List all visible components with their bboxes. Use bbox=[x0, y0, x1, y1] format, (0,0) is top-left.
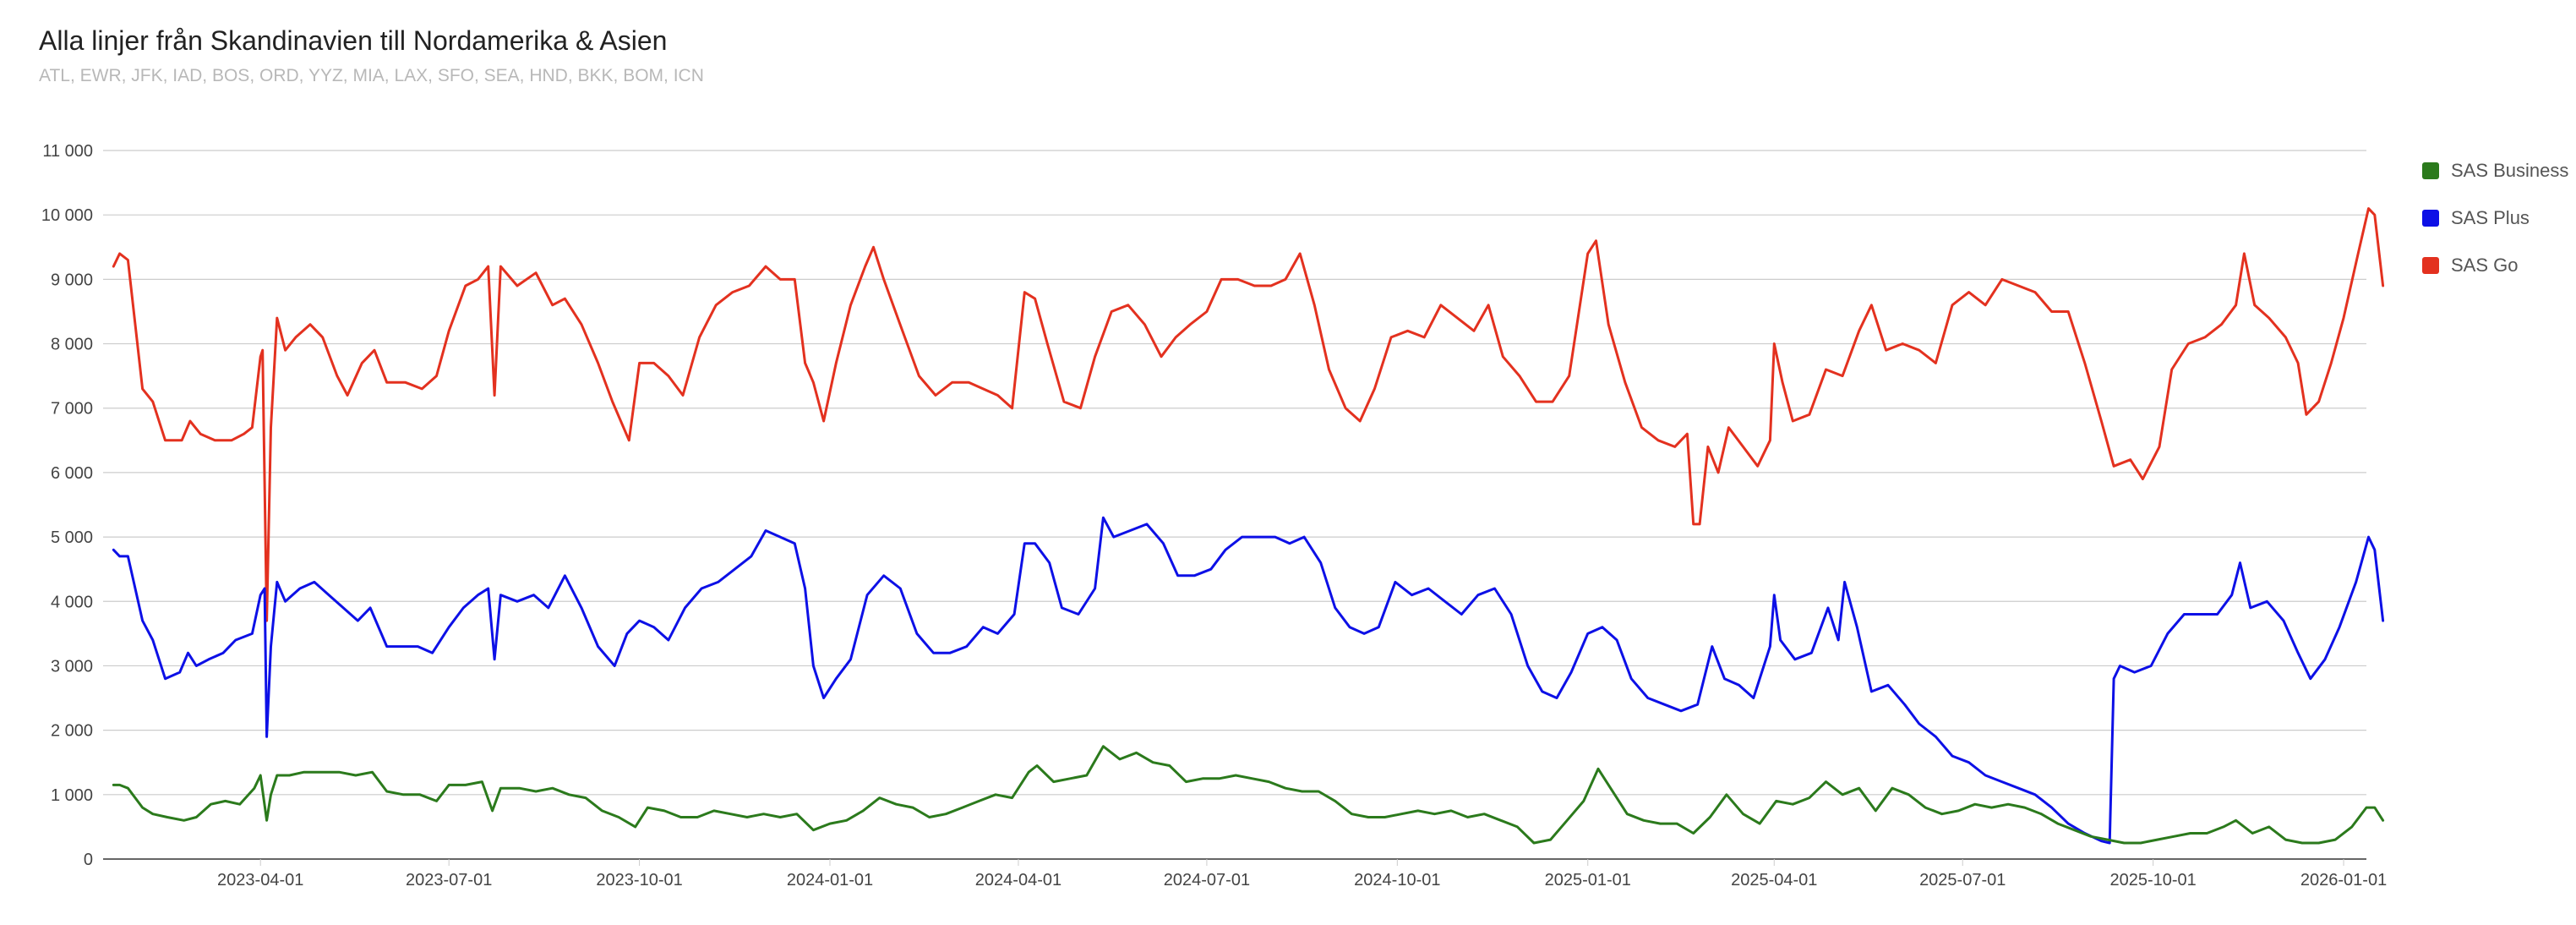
x-tick-label: 2025-01-01 bbox=[1545, 871, 1631, 889]
y-tick-label: 1 000 bbox=[51, 786, 93, 805]
legend-swatch-sas-go bbox=[2422, 257, 2439, 274]
chart-legend: SAS Business SAS Plus SAS Go bbox=[2422, 147, 2568, 289]
y-tick-label: 5 000 bbox=[51, 528, 93, 547]
y-tick-label: 9 000 bbox=[51, 271, 93, 289]
x-tick-label: 2024-04-01 bbox=[975, 871, 1062, 889]
chart-subtitle: ATL, EWR, JFK, IAD, BOS, ORD, YYZ, MIA, … bbox=[39, 66, 704, 85]
y-tick-label: 4 000 bbox=[51, 593, 93, 611]
x-tick-label: 2024-10-01 bbox=[1354, 871, 1440, 889]
legend-swatch-sas-plus bbox=[2422, 210, 2439, 227]
y-tick-label: 2 000 bbox=[51, 722, 93, 741]
legend-label-sas-business: SAS Business bbox=[2451, 160, 2569, 181]
chart-title: Alla linjer från Skandinavien till Norda… bbox=[39, 25, 668, 56]
legend-item-sas-plus[interactable]: SAS Plus bbox=[2422, 194, 2568, 242]
series-line-sas-go bbox=[112, 207, 2385, 622]
y-tick-label: 0 bbox=[84, 851, 93, 869]
x-tick-label: 2025-07-01 bbox=[1919, 871, 2006, 889]
legend-label-sas-go: SAS Go bbox=[2451, 255, 2519, 276]
legend-swatch-sas-business bbox=[2422, 162, 2439, 179]
x-tick-label: 2025-04-01 bbox=[1731, 871, 1817, 889]
y-tick-label: 11 000 bbox=[42, 142, 93, 161]
y-tick-label: 6 000 bbox=[51, 464, 93, 483]
x-tick-label: 2026-01-01 bbox=[2300, 871, 2387, 889]
x-tick-label: 2025-10-01 bbox=[2109, 871, 2196, 889]
series-line-sas-plus bbox=[112, 516, 2385, 845]
series-line-sas-business bbox=[112, 745, 2385, 845]
legend-item-sas-business[interactable]: SAS Business bbox=[2422, 147, 2568, 194]
x-tick-label: 2024-01-01 bbox=[787, 871, 873, 889]
y-tick-label: 3 000 bbox=[51, 657, 93, 676]
legend-label-sas-plus: SAS Plus bbox=[2451, 207, 2530, 228]
x-tick-label: 2023-07-01 bbox=[406, 871, 492, 889]
x-tick-label: 2023-04-01 bbox=[217, 871, 303, 889]
y-tick-label: 10 000 bbox=[41, 206, 93, 225]
x-tick-label: 2023-10-01 bbox=[596, 871, 682, 889]
legend-item-sas-go[interactable]: SAS Go bbox=[2422, 242, 2568, 289]
y-tick-label: 7 000 bbox=[51, 400, 93, 419]
x-tick-label: 2024-07-01 bbox=[1164, 871, 1250, 889]
y-tick-label: 8 000 bbox=[51, 336, 93, 354]
